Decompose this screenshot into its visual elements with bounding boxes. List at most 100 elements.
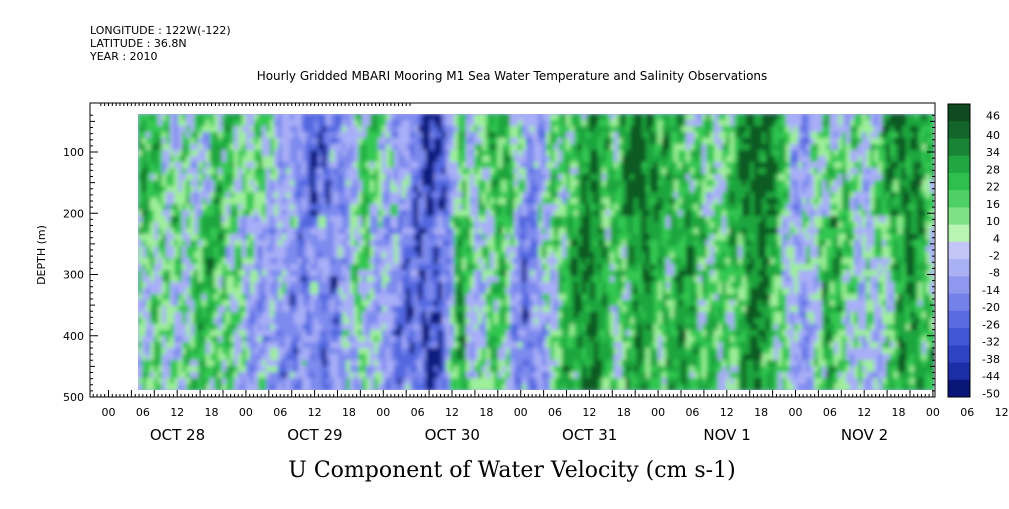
heat-cell xyxy=(498,252,503,259)
heat-cell xyxy=(450,282,455,289)
heat-cell xyxy=(466,360,471,367)
heat-cell xyxy=(138,360,143,367)
heat-cell xyxy=(346,150,351,157)
heat-cell xyxy=(306,306,311,313)
heat-cell xyxy=(266,378,271,385)
heat-cell xyxy=(338,288,343,295)
heat-cell xyxy=(474,216,479,223)
heat-cell xyxy=(186,318,191,325)
heat-cell xyxy=(302,120,307,127)
heat-cell xyxy=(490,282,495,289)
heat-cell xyxy=(322,276,327,283)
heat-cell xyxy=(542,306,547,313)
heat-cell xyxy=(266,270,271,277)
heat-cell xyxy=(298,288,303,295)
heat-cell xyxy=(246,114,251,121)
heat-cell xyxy=(466,120,471,127)
heat-cell xyxy=(326,348,331,355)
heat-cell xyxy=(170,330,175,337)
heat-cell xyxy=(274,120,279,127)
heat-cell xyxy=(198,330,203,337)
heat-cell xyxy=(530,204,535,211)
heat-cell xyxy=(318,246,323,253)
heat-cell xyxy=(394,312,399,319)
heat-cell xyxy=(166,330,171,337)
heat-cell xyxy=(458,162,463,169)
heat-cell xyxy=(430,366,435,373)
heat-cell xyxy=(374,234,379,241)
heat-cell xyxy=(250,282,255,289)
heat-cell xyxy=(222,240,227,247)
heat-cell xyxy=(170,240,175,247)
heat-cell xyxy=(170,372,175,379)
heat-cell xyxy=(446,324,451,331)
heat-cell xyxy=(194,312,199,319)
heat-cell xyxy=(442,132,447,139)
heat-cell xyxy=(414,132,419,139)
heat-cell xyxy=(174,348,179,355)
heat-cell xyxy=(358,324,363,331)
heat-cell xyxy=(366,354,371,361)
heat-cell xyxy=(374,126,379,133)
heat-cell xyxy=(422,138,427,145)
heat-cell xyxy=(482,222,487,229)
heat-cell xyxy=(270,348,275,355)
heat-cell xyxy=(490,312,495,319)
heat-cell xyxy=(190,204,195,211)
heat-cell xyxy=(314,216,319,223)
heat-cell xyxy=(258,180,263,187)
heat-cell xyxy=(510,198,515,205)
heat-cell xyxy=(406,318,411,325)
heat-cell xyxy=(434,138,439,145)
heat-cell xyxy=(386,210,391,217)
heat-cell xyxy=(270,372,275,379)
heat-cell xyxy=(270,216,275,223)
heat-cell xyxy=(534,378,539,385)
heat-cell xyxy=(542,138,547,145)
heat-cell xyxy=(374,222,379,229)
heat-cell xyxy=(302,384,307,390)
heat-cell xyxy=(554,228,559,235)
heat-cell xyxy=(550,168,555,175)
heat-cell xyxy=(154,342,159,349)
heat-cell xyxy=(150,180,155,187)
heat-cell xyxy=(370,132,375,139)
heat-cell xyxy=(170,174,175,181)
heat-cell xyxy=(554,126,559,133)
heat-cell xyxy=(210,126,215,133)
heat-cell xyxy=(390,258,395,265)
heat-cell xyxy=(494,234,499,241)
heat-cell xyxy=(510,330,515,337)
heat-cell xyxy=(138,294,143,301)
heat-cell xyxy=(514,372,519,379)
heat-cell xyxy=(310,354,315,361)
heat-cell xyxy=(242,330,247,337)
heat-cell xyxy=(182,264,187,271)
heat-cell xyxy=(294,318,299,325)
heat-cell xyxy=(330,270,335,277)
heat-cell xyxy=(214,282,219,289)
heat-cell xyxy=(178,222,183,229)
heat-cell xyxy=(294,354,299,361)
heat-cell xyxy=(366,378,371,385)
heat-cell xyxy=(258,174,263,181)
heat-cell xyxy=(234,282,239,289)
heat-cell xyxy=(494,372,499,379)
heat-cell xyxy=(438,222,443,229)
heat-cell xyxy=(530,384,535,390)
heat-cell xyxy=(262,270,267,277)
heat-cell xyxy=(562,180,567,187)
heat-cell xyxy=(310,180,315,187)
heat-cell xyxy=(478,288,483,295)
heat-cell xyxy=(474,384,479,390)
heat-cell xyxy=(466,192,471,199)
heat-cell xyxy=(278,240,283,247)
heat-cell xyxy=(326,186,331,193)
heat-cell xyxy=(422,162,427,169)
heat-cell xyxy=(414,120,419,127)
heat-cell xyxy=(338,378,343,385)
heat-cell xyxy=(242,228,247,235)
heat-cell xyxy=(530,162,535,169)
heat-cell xyxy=(270,276,275,283)
heat-cell xyxy=(234,252,239,259)
